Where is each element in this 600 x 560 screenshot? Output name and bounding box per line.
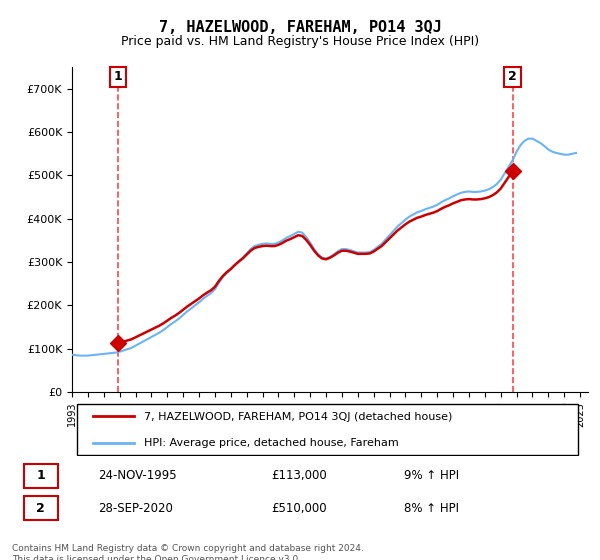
FancyBboxPatch shape <box>77 404 578 455</box>
FancyBboxPatch shape <box>23 496 58 520</box>
Text: Contains HM Land Registry data © Crown copyright and database right 2024.
This d: Contains HM Land Registry data © Crown c… <box>12 544 364 560</box>
Text: 2: 2 <box>508 71 517 83</box>
Text: £510,000: £510,000 <box>271 502 327 515</box>
Text: 24-NOV-1995: 24-NOV-1995 <box>98 469 177 483</box>
Text: 1: 1 <box>113 71 122 83</box>
Text: £113,000: £113,000 <box>271 469 327 483</box>
Text: 8% ↑ HPI: 8% ↑ HPI <box>404 502 458 515</box>
Text: 7, HAZELWOOD, FAREHAM, PO14 3QJ: 7, HAZELWOOD, FAREHAM, PO14 3QJ <box>158 20 442 35</box>
Text: 7, HAZELWOOD, FAREHAM, PO14 3QJ (detached house): 7, HAZELWOOD, FAREHAM, PO14 3QJ (detache… <box>144 412 452 422</box>
Text: 2: 2 <box>37 502 45 515</box>
Text: Price paid vs. HM Land Registry's House Price Index (HPI): Price paid vs. HM Land Registry's House … <box>121 35 479 48</box>
Text: HPI: Average price, detached house, Fareham: HPI: Average price, detached house, Fare… <box>144 438 399 448</box>
Text: 1: 1 <box>37 469 45 483</box>
Text: 28-SEP-2020: 28-SEP-2020 <box>98 502 173 515</box>
Text: 9% ↑ HPI: 9% ↑ HPI <box>404 469 459 483</box>
FancyBboxPatch shape <box>23 464 58 488</box>
